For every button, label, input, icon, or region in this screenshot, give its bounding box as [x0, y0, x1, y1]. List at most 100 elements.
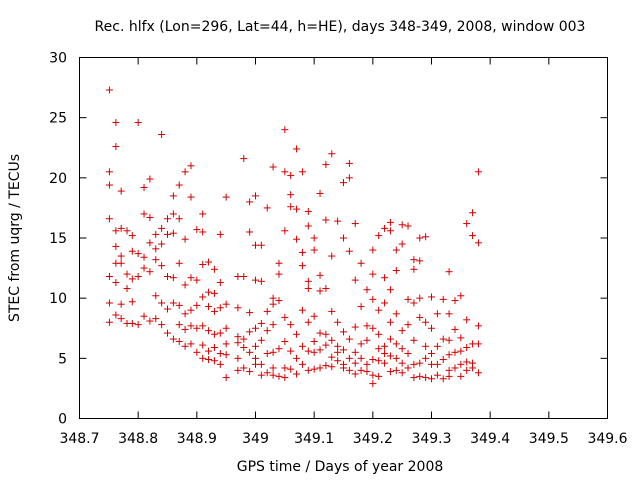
data-point — [298, 262, 306, 270]
data-point — [252, 192, 259, 200]
data-point — [416, 294, 424, 302]
data-point — [404, 295, 412, 303]
data-point — [112, 227, 120, 235]
data-point — [404, 350, 412, 358]
data-point — [112, 242, 120, 250]
data-point — [263, 204, 271, 212]
data-point — [469, 364, 477, 372]
data-point — [216, 304, 224, 312]
data-point — [281, 313, 289, 321]
data-point — [158, 321, 166, 329]
y-tick-label: 5 — [58, 351, 67, 367]
data-point — [392, 340, 400, 348]
data-point — [375, 372, 383, 380]
x-axis-label: GPS time / Days of year 2008 — [237, 459, 444, 475]
data-point — [205, 258, 213, 266]
data-point — [205, 356, 213, 364]
data-point — [369, 270, 377, 278]
data-point — [357, 366, 365, 374]
data-point — [369, 295, 377, 303]
data-point — [105, 273, 113, 281]
data-point — [257, 277, 265, 285]
data-point — [281, 364, 289, 372]
data-point — [158, 262, 166, 270]
data-point — [474, 322, 482, 330]
data-point — [340, 346, 347, 354]
data-point — [105, 299, 113, 307]
data-point — [246, 368, 254, 376]
y-tick-label: 10 — [49, 291, 67, 307]
data-point — [257, 241, 265, 249]
x-tick-label: 349.2 — [353, 431, 393, 447]
data-point — [293, 354, 301, 362]
data-point — [369, 246, 377, 254]
data-point — [205, 327, 213, 335]
data-point — [193, 301, 201, 309]
data-point — [351, 348, 359, 356]
data-point — [445, 336, 453, 344]
data-point — [181, 281, 189, 289]
data-point — [240, 155, 248, 163]
data-point — [169, 210, 177, 218]
data-point — [152, 245, 160, 253]
data-point — [287, 171, 295, 179]
data-point — [404, 364, 412, 372]
data-point — [293, 330, 301, 338]
data-point — [304, 277, 312, 285]
data-point — [410, 360, 418, 368]
data-point — [128, 247, 136, 255]
data-point — [398, 327, 406, 335]
data-point — [234, 333, 242, 341]
data-point — [340, 234, 347, 242]
data-point — [112, 143, 120, 151]
data-point — [369, 324, 377, 332]
data-point — [128, 232, 136, 240]
data-point — [445, 366, 453, 374]
data-point — [469, 232, 477, 240]
data-point — [216, 279, 224, 287]
data-point — [281, 374, 289, 382]
data-point — [304, 285, 312, 293]
data-point — [457, 360, 465, 368]
x-tick-label: 349.1 — [294, 431, 334, 447]
data-point — [181, 310, 189, 318]
data-point — [298, 168, 306, 176]
data-point — [187, 193, 195, 201]
data-point — [293, 370, 301, 378]
data-point — [340, 364, 347, 372]
data-point — [298, 342, 306, 350]
data-point — [123, 270, 131, 278]
data-point — [181, 235, 189, 243]
data-point — [234, 354, 242, 362]
data-point — [199, 260, 207, 268]
data-point — [310, 365, 318, 373]
data-point — [175, 337, 183, 345]
data-point — [433, 371, 441, 379]
data-point — [240, 273, 248, 281]
x-tick-label: 349 — [242, 431, 269, 447]
data-point — [140, 210, 148, 218]
data-point — [351, 276, 359, 284]
data-point — [451, 325, 459, 333]
data-point — [146, 317, 154, 325]
data-point — [269, 163, 277, 171]
data-point — [222, 300, 230, 308]
data-point — [316, 287, 324, 295]
data-point — [457, 334, 465, 342]
data-point — [269, 300, 277, 308]
data-point — [199, 210, 207, 218]
data-point — [193, 324, 201, 332]
data-point — [474, 239, 482, 247]
data-point — [345, 366, 353, 374]
data-point — [457, 372, 465, 380]
data-point — [381, 274, 389, 282]
data-point — [328, 336, 336, 344]
data-point — [175, 181, 183, 189]
data-point — [287, 203, 295, 211]
data-point — [140, 264, 148, 272]
data-point — [210, 344, 218, 352]
data-point — [322, 161, 330, 169]
data-point — [269, 294, 277, 302]
data-point — [257, 336, 265, 344]
